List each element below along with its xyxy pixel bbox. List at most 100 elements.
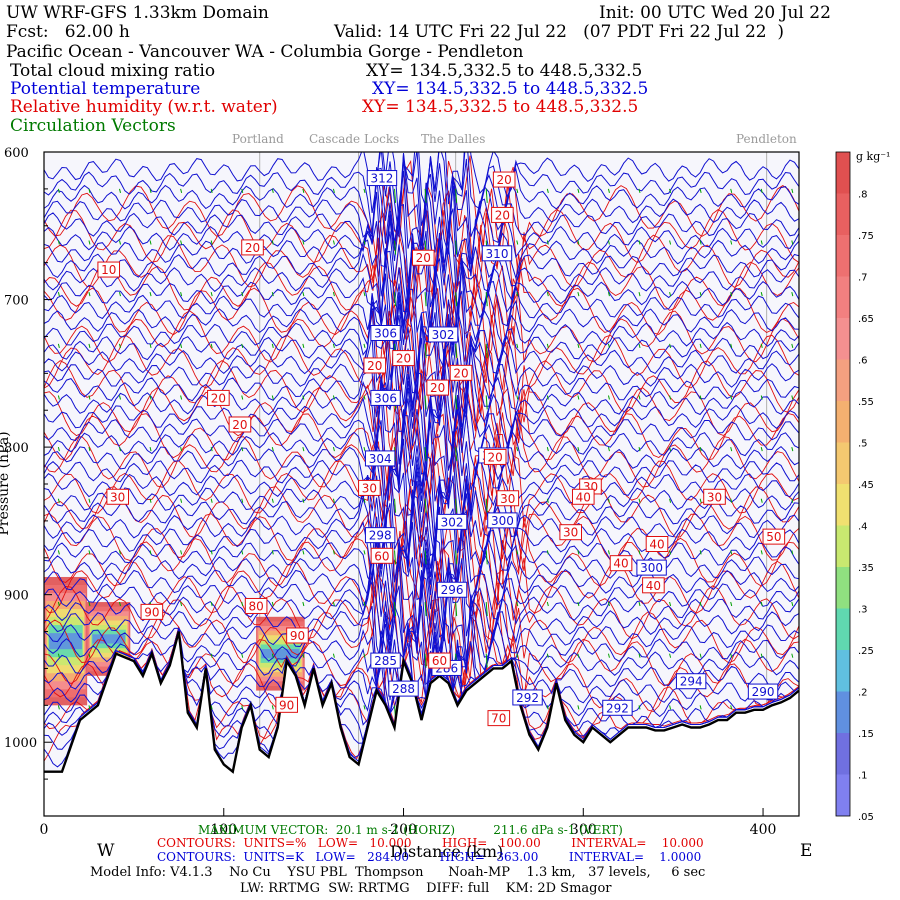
rh-label-7: 20 bbox=[453, 366, 468, 380]
vector-4 bbox=[57, 395, 60, 400]
theta-isentrope-19 bbox=[44, 376, 799, 486]
rh-contour-6 bbox=[44, 301, 799, 423]
vector-24 bbox=[119, 292, 121, 297]
vector-154 bbox=[516, 188, 519, 194]
vector-73 bbox=[271, 292, 274, 297]
vector-202 bbox=[638, 446, 641, 452]
vector-12 bbox=[88, 240, 91, 245]
vector-259 bbox=[791, 601, 794, 607]
theta-isentrope-1 bbox=[44, 152, 799, 238]
vector-250 bbox=[760, 653, 763, 658]
vector-247 bbox=[760, 498, 763, 503]
colorbar-label-4: .6 bbox=[858, 356, 868, 367]
rh-label-3: 10 bbox=[101, 263, 116, 277]
vector-127 bbox=[424, 343, 427, 358]
rh-contour-8 bbox=[44, 352, 799, 473]
location-portland: Portland bbox=[232, 132, 284, 146]
rh-label-23-box bbox=[571, 488, 595, 505]
theta-label-1-box bbox=[481, 245, 513, 262]
vector-55 bbox=[210, 498, 213, 503]
colorbar-swatch-11 bbox=[836, 608, 850, 650]
vector-9 bbox=[57, 653, 60, 658]
colorbar-label-12: .2 bbox=[858, 688, 868, 699]
rh-label-19: 40 bbox=[649, 537, 664, 551]
vector-239 bbox=[730, 653, 733, 658]
rh-label-29: 90 bbox=[144, 605, 159, 619]
rh-label-21-box bbox=[762, 528, 786, 545]
rh-label-7-box bbox=[449, 364, 473, 381]
vector-150 bbox=[485, 498, 488, 513]
theta-isentrope-23 bbox=[44, 435, 799, 537]
rh-label-28: 70 bbox=[491, 712, 506, 726]
vector-25 bbox=[119, 343, 121, 348]
vector-113 bbox=[394, 188, 397, 203]
vector-83 bbox=[302, 240, 305, 245]
contour-labels: 3123103063023063043043023002983002962942… bbox=[97, 170, 786, 727]
rh-label-24: 90 bbox=[279, 698, 294, 712]
vector-146 bbox=[485, 292, 488, 307]
vector-31 bbox=[149, 188, 152, 194]
vector-227 bbox=[699, 601, 702, 607]
vector-221 bbox=[699, 292, 702, 297]
vector-60 bbox=[241, 188, 244, 194]
model-info-physics: LW: RRTMG SW: RRTMG DIFF: full KM: 2D Sm… bbox=[240, 881, 612, 896]
vector-26 bbox=[119, 395, 121, 400]
x-tick-label-4: 400 bbox=[750, 822, 777, 838]
vector-14 bbox=[88, 343, 91, 348]
theta-isentrope-8 bbox=[44, 233, 799, 333]
theta-label-1: 310 bbox=[486, 247, 509, 261]
vector-65 bbox=[241, 446, 244, 452]
vector-241 bbox=[760, 188, 763, 194]
field-xy-theta: XY= 134.5,332.5 to 448.5,332.5 bbox=[372, 79, 649, 99]
vector-22 bbox=[119, 188, 121, 194]
rh-label-0: 20 bbox=[497, 173, 512, 187]
vector-130 bbox=[424, 498, 427, 513]
rh-label-29-box bbox=[140, 603, 164, 620]
rh-label-27-box bbox=[244, 597, 268, 614]
vector-81 bbox=[271, 705, 274, 710]
forecast-hour: Fcst: 62.00 h bbox=[6, 22, 130, 42]
vector-256 bbox=[791, 446, 794, 452]
axes: 600 700 800 900 1000 0 100 200 300 400 Pressure (h… bbox=[0, 146, 776, 838]
vector-104 bbox=[363, 292, 366, 297]
rh-label-26: 60 bbox=[432, 654, 447, 668]
vector-180 bbox=[577, 446, 580, 452]
rh-contour-14 bbox=[44, 502, 799, 617]
valid-time: Valid: 14 UTC Fri 22 Jul 22 (07 PDT Fri … bbox=[334, 22, 785, 42]
vector-131 bbox=[424, 550, 427, 565]
vector-16 bbox=[88, 446, 91, 452]
theta-label-16: 288 bbox=[392, 682, 415, 696]
colorbar-swatch-6 bbox=[836, 401, 850, 443]
colorbar-swatch-3 bbox=[836, 276, 850, 318]
vector-235 bbox=[730, 446, 733, 452]
below-ground-mask bbox=[44, 631, 799, 816]
vector-1 bbox=[57, 240, 60, 245]
vector-141 bbox=[455, 550, 458, 565]
vector-248 bbox=[760, 550, 763, 555]
max-vector-info: MAXIMUM VECTOR: 20.1 m s-1 (HORIZ) 211.6… bbox=[198, 823, 623, 837]
rh-contour-info: CONTOURS: UNITS=% LOW= 10.000 HIGH= 100.… bbox=[157, 836, 704, 850]
vector-66 bbox=[241, 498, 244, 503]
colorbar-swatch-0 bbox=[836, 152, 850, 194]
vector-203 bbox=[638, 498, 641, 503]
vector-67 bbox=[241, 550, 244, 555]
theta-isentrope-30 bbox=[44, 530, 799, 639]
vector-230 bbox=[730, 188, 733, 194]
rh-label-9: 20 bbox=[232, 418, 247, 432]
vector-109 bbox=[363, 550, 366, 555]
theta-label-13-box bbox=[512, 689, 543, 706]
vector-40 bbox=[180, 188, 183, 194]
rh-label-20-box bbox=[642, 577, 665, 594]
rh-label-8-box bbox=[207, 389, 230, 406]
vector-69 bbox=[241, 653, 244, 658]
vector-128 bbox=[424, 395, 427, 410]
theta-label-13: 292 bbox=[516, 691, 539, 705]
location-pendleton: Pendleton bbox=[736, 132, 797, 146]
rh-label-17-box bbox=[703, 488, 726, 505]
vector-91 bbox=[302, 653, 305, 658]
vector-107 bbox=[363, 446, 366, 452]
vector-5 bbox=[57, 446, 60, 452]
theta-isentrope-16 bbox=[44, 334, 799, 444]
theta-label-0-box bbox=[366, 170, 398, 187]
colorbar-label-11: .25 bbox=[858, 646, 874, 657]
